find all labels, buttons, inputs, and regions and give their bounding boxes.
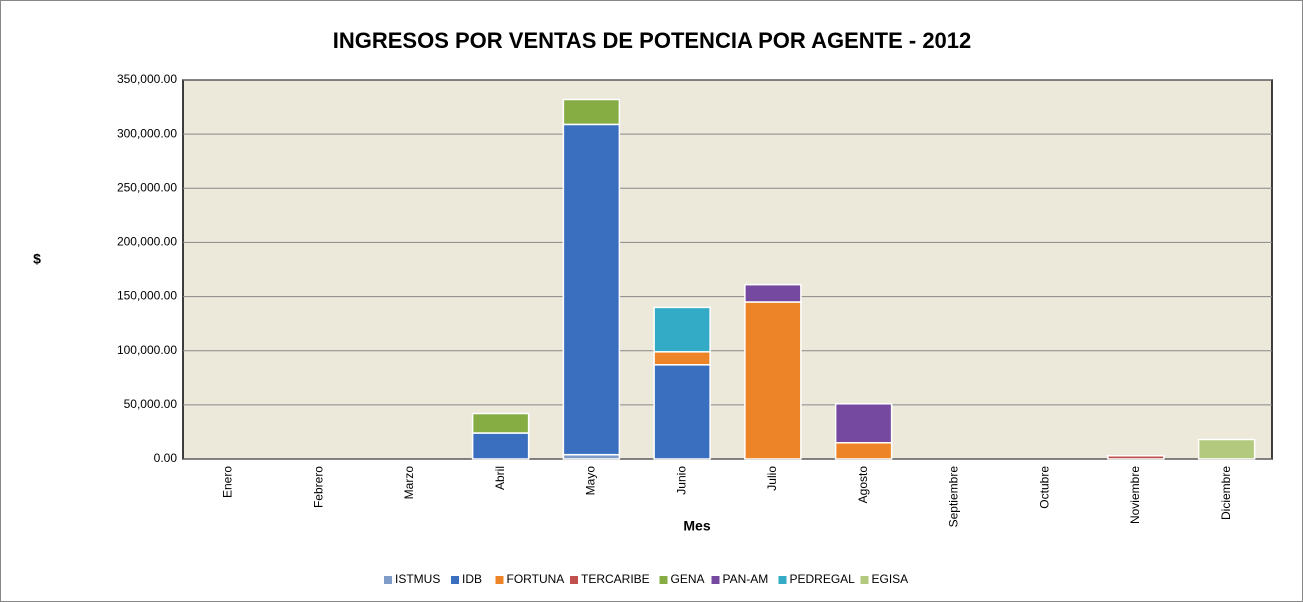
legend-swatch [711,576,720,584]
y-tick-label: 50,000.00 [124,397,178,411]
x-axis-label: Mes [683,518,710,534]
legend-label: EGISA [872,572,909,586]
x-tick-label: Marzo [402,466,416,500]
y-tick-label: 150,000.00 [117,289,177,303]
bar-segment [653,306,711,353]
x-tick-label: Noviembre [1128,466,1142,524]
legend-swatch [570,576,578,584]
y-tick-label: 0.00 [154,451,178,465]
legend-swatch [495,576,504,584]
legend-swatch [860,576,869,584]
bar-segment [562,123,621,456]
x-tick-label: Julio [765,466,779,491]
x-tick-label: Febrero [311,466,325,508]
legend-label: IDB [462,572,482,586]
x-tick-label: Diciembre [1219,466,1233,520]
bar-segment [471,432,530,460]
legend-label: ISTMUS [395,572,440,586]
bar-segment [1107,455,1165,460]
bar-segment [1197,438,1256,460]
bar-segment [744,283,802,303]
bar-segment [471,412,530,434]
y-tick-label: 350,000.00 [117,72,177,86]
legend-swatch [384,576,392,584]
x-tick-label: Septiembre [947,466,961,528]
legend-swatch [659,576,668,584]
bar-segment [834,442,893,460]
bar-segment [562,98,621,126]
legend-swatch [778,576,787,584]
y-tick-label: 200,000.00 [117,235,177,249]
bar-segment [834,403,893,444]
y-axis-label: $ [33,251,41,267]
x-tick-label: Agosto [856,466,870,504]
x-tick-label: Enero [221,466,235,498]
bar-segment [653,351,711,366]
legend-label: TERCARIBE [581,572,650,586]
legend-label: GENA [671,572,705,586]
plot-area [182,79,1273,460]
bar-segment [744,301,802,460]
chart-title: INGRESOS POR VENTAS DE POTENCIA POR AGEN… [333,28,972,53]
y-tick-label: 250,000.00 [117,180,177,194]
x-tick-label: Abril [493,466,507,490]
legend-swatch [451,576,459,584]
legend-label: PAN-AM [723,572,769,586]
legend-label: PEDREGAL [790,572,856,586]
bar-segment [653,364,711,460]
x-tick-label: Octubre [1037,466,1051,509]
x-tick-label: Mayo [584,466,598,496]
legend-label: FORTUNA [507,572,565,586]
y-tick-label: 100,000.00 [117,343,177,357]
y-tick-label: 300,000.00 [117,126,177,140]
x-tick-label: Junio [674,466,688,495]
